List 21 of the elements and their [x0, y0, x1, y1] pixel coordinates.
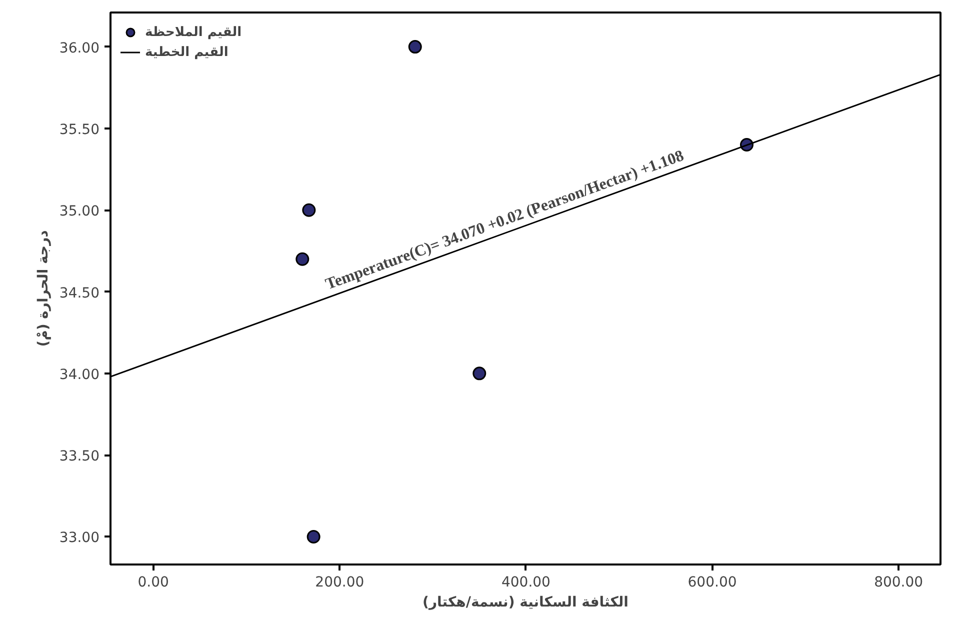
y-axis-title: درجة الحرارة (مْ)	[35, 230, 52, 347]
y-tick-label: 33.00	[59, 530, 100, 546]
x-tick-label: 400.00	[501, 574, 550, 590]
y-tick-label: 36.00	[59, 40, 100, 56]
point	[296, 252, 310, 266]
x-tick-label: 800.00	[874, 574, 924, 590]
legend-label: القيم الخطية	[145, 44, 228, 60]
x-tick-label: 600.00	[688, 574, 737, 590]
point	[472, 366, 486, 380]
x-axis-title: الكثافة السكانية (نسمة/هكتار)	[422, 594, 628, 610]
x-tick-label: 0.00	[138, 574, 169, 590]
point	[302, 203, 316, 217]
y-tick-label: 34.50	[59, 285, 100, 302]
point	[306, 530, 320, 544]
y-tick-label: 35.00	[59, 204, 100, 220]
point	[408, 40, 422, 54]
x-tick-label: 200.00	[315, 574, 364, 590]
y-tick-label: 34.00	[59, 366, 100, 383]
legend-label: القيم الملاحظة	[145, 24, 242, 40]
y-tick-label: 35.50	[59, 122, 100, 138]
y-tick-label: 33.50	[59, 448, 100, 465]
